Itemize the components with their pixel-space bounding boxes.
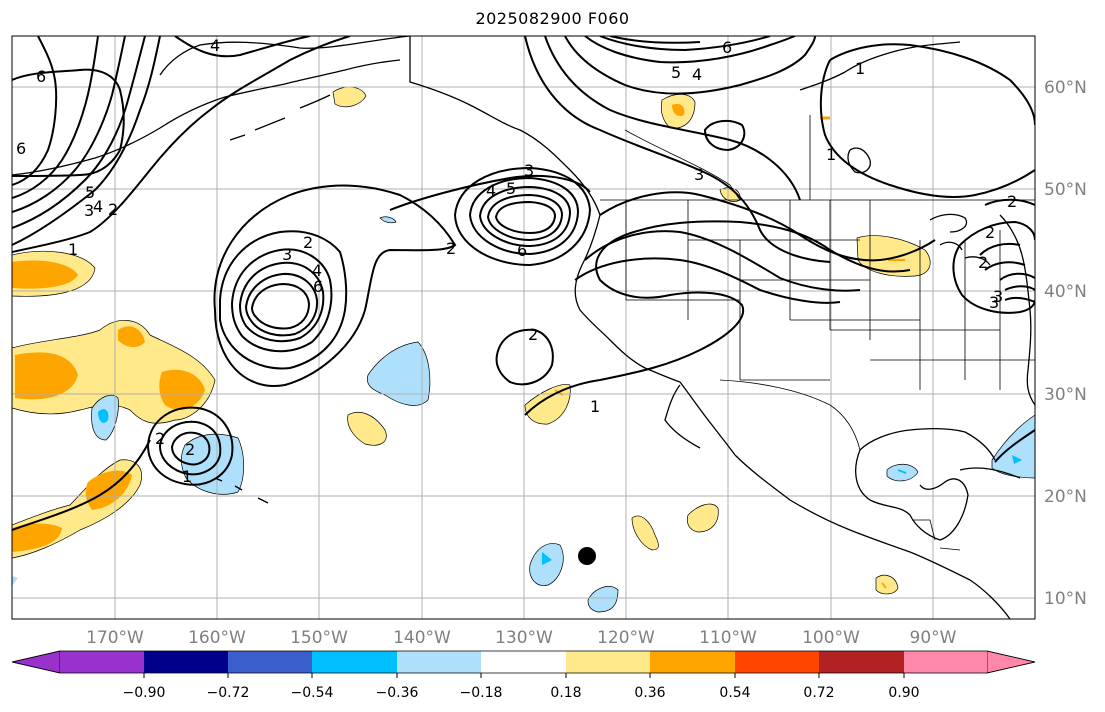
contour-label: 5 [671,63,681,82]
lon-label: 150°W [290,628,348,648]
colorbar-tick-label: −0.90 [123,685,166,701]
colorbar-tick-label: −0.54 [291,685,334,701]
colorbar-tick-label: 0.90 [888,685,919,701]
contour-label: 2 [108,200,118,219]
map-frame [11,35,1036,620]
colorbar-bin [481,651,566,673]
contour-label: 6 [517,241,527,260]
lon-label: 90°W [910,628,957,648]
contour-label: 2 [155,429,165,448]
colorbar-tick-label: 0.18 [550,685,581,701]
contour-label: 5 [85,183,95,202]
latitude-labels: 60°N 50°N 40°N 30°N 20°N 10°N [1044,78,1087,609]
contour-label: 2 [303,233,313,252]
colorbar: −0.90 −0.72 −0.54 −0.36 −0.18 0.18 0.36 … [11,650,1036,701]
colorbar-tick-label: 0.36 [634,685,665,701]
colorbar-extend-max [986,650,1036,674]
contour-label: 2 [985,223,995,242]
colorbar-tick-label: −0.72 [207,685,250,701]
contour-label: 4 [312,261,322,280]
colorbar-bin [566,651,650,673]
lat-label: 50°N [1044,180,1087,200]
contour-label: 6 [36,67,46,86]
contour-label: 6 [313,277,323,296]
colorbar-tick-label: −0.18 [460,685,503,701]
point-marker [578,547,596,565]
colorbar-bin [397,651,481,673]
lat-label: 20°N [1044,487,1087,507]
contour-label: 1 [826,145,836,164]
colorbar-bin [60,651,144,673]
lon-label: 170°W [86,628,144,648]
lon-label: 120°W [597,628,655,648]
colorbar-bin [819,651,904,673]
contour-label: 6 [722,38,732,57]
contour-label: 2 [978,253,988,272]
contour-label: 3 [282,245,292,264]
contour-label: 3 [524,161,534,180]
contour-label: 2 [446,239,456,258]
contour-lines [12,36,1035,531]
lon-label: 140°W [393,628,451,648]
colorbar-bin [735,651,819,673]
contour-label: 1 [68,240,78,259]
contour-label: 4 [93,197,103,216]
longitude-labels: 170°W 160°W 150°W 140°W 130°W 120°W 110°… [86,628,957,648]
map-content: 4 6 6 5 4 1 6 5 3 2 1 4 3 2 1 4 5 3 2 6 … [12,36,1035,619]
colorbar-bin [650,651,735,673]
lat-label: 60°N [1044,78,1087,98]
contour-label: 1 [855,59,865,78]
colorbar-bin [144,651,228,673]
contour-label: 3 [993,287,1003,306]
contour-label: 5 [506,179,516,198]
contour-labels: 4 6 6 5 4 1 6 5 3 2 1 4 3 2 1 4 5 3 2 6 … [16,36,1017,486]
colorbar-outline [11,650,1036,674]
contour-label: 4 [692,65,702,84]
lon-label: 110°W [699,628,757,648]
colorbar-bin [312,651,397,673]
colorbar-ticks [143,673,905,678]
lon-label: 100°W [802,628,860,648]
colorbar-bin [904,651,987,673]
contour-label: 1 [590,397,600,416]
lon-label: 160°W [188,628,246,648]
lat-label: 40°N [1044,282,1087,302]
contour-label: 2 [185,440,195,459]
contour-label: 3 [694,165,704,184]
lon-label: 130°W [495,628,553,648]
state-borders [600,115,1035,551]
colorbar-tick-label: −0.36 [376,685,419,701]
contour-label: 4 [210,36,220,55]
contour-label: 6 [16,139,26,158]
map-title: 2025082900 F060 [475,9,630,28]
colorbar-tick-label: 0.54 [719,685,750,701]
contour-label: 1 [182,467,192,486]
lat-label: 30°N [1044,385,1087,405]
lat-label: 10°N [1044,589,1087,609]
contour-label: 3 [84,201,94,220]
contour-label: 2 [1007,192,1017,211]
colorbar-extend-min [11,650,61,674]
contour-label: 4 [486,181,496,200]
contour-label: 3 [989,293,999,312]
colorbar-bin [228,651,312,673]
contour-label: 2 [528,325,538,344]
colorbar-tick-label: 0.72 [803,685,834,701]
